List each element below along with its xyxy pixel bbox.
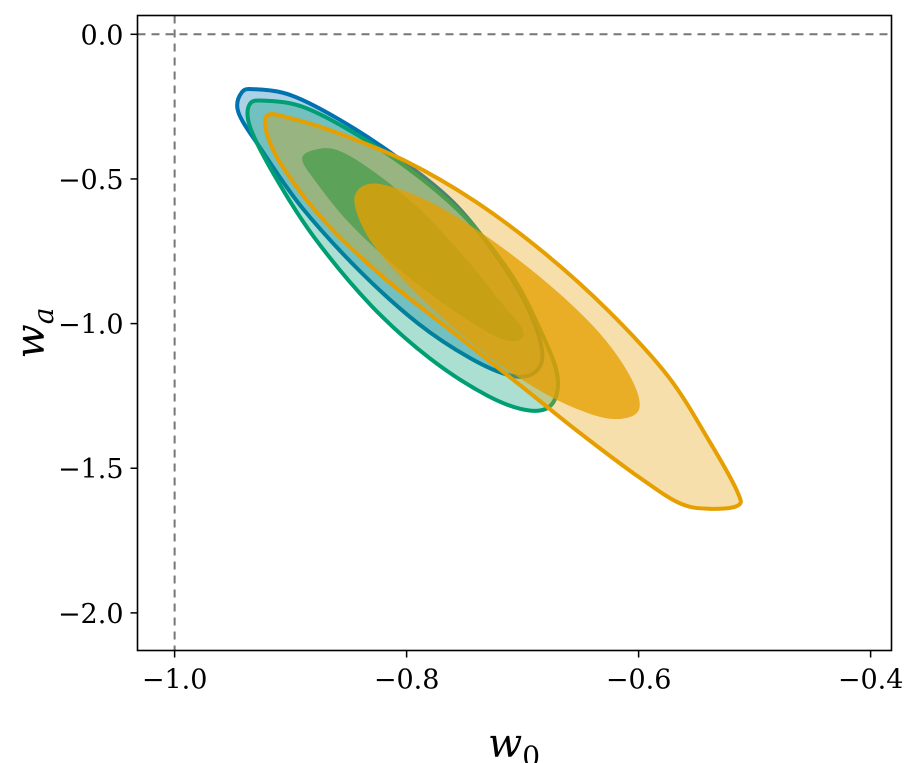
x-axis-label-main: w: [488, 721, 522, 763]
x-tick-label: −0.8: [374, 665, 440, 696]
y-axis-label: wa: [8, 308, 60, 359]
x-ticks: −1.0 −0.8 −0.6 −0.4: [142, 650, 904, 696]
y-tick-label: 0.0: [81, 20, 124, 51]
x-axis-label: w0: [488, 721, 540, 763]
y-axis-label-subscript: a: [27, 308, 60, 325]
plot-frame: [136, 14, 893, 652]
x-axis-label-subscript: 0: [522, 740, 540, 763]
x-tick-label: −1.0: [142, 665, 208, 696]
y-tick-label: −1.0: [58, 310, 124, 341]
series-2-contour-1-sigma: [354, 183, 640, 420]
y-axis-label-main: w: [8, 324, 54, 358]
y-tick-label: −1.5: [58, 454, 124, 485]
reference-lines: [137, 15, 892, 651]
y-ticks: 0.0 −0.5 −1.0 −1.5 −2.0: [58, 20, 138, 630]
series-2: [262, 112, 743, 511]
y-tick-label: −2.0: [58, 599, 124, 630]
y-tick-label: −0.5: [58, 165, 124, 196]
contours-layer: [235, 86, 743, 511]
x-tick-label: −0.4: [838, 665, 904, 696]
x-tick-label: −0.6: [606, 665, 672, 696]
